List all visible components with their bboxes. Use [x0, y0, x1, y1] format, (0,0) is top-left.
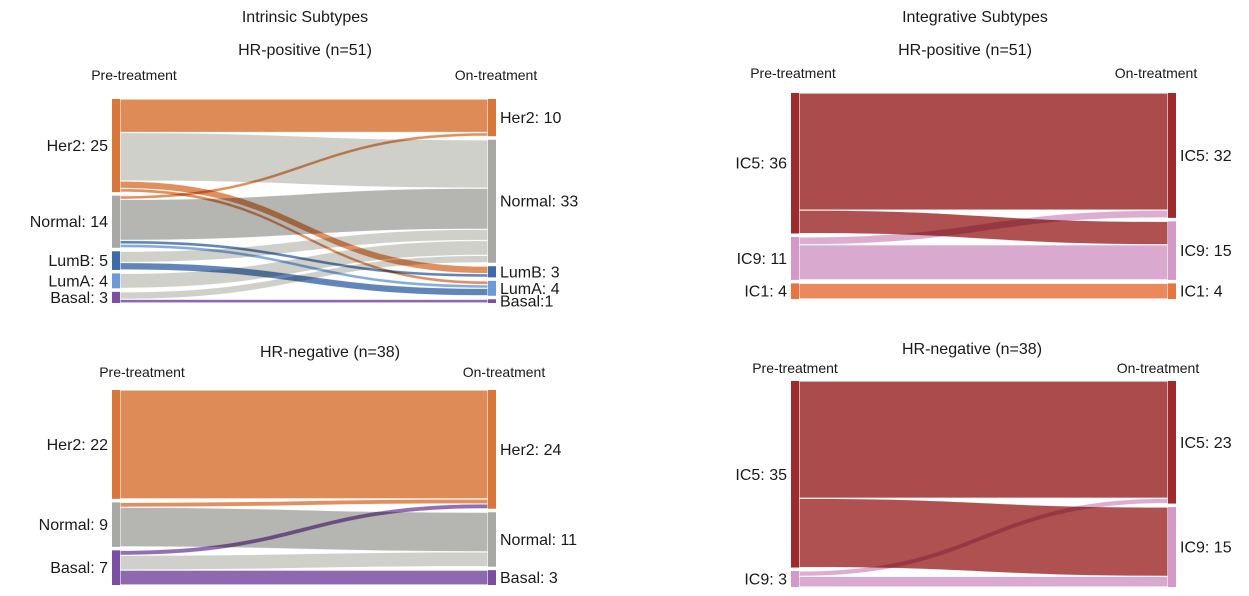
right-node-basal [488, 570, 496, 585]
left-node-label-ic9: IC9: 3 [744, 572, 787, 589]
left-node-label-ic5: IC5: 36 [735, 156, 787, 173]
left-node-label-her2: Her2: 22 [47, 437, 108, 454]
right-node-label-luma: LumA: 4 [500, 281, 560, 298]
flow-ic5-to-ic5 [798, 380, 1169, 499]
right-node-label-basal: Basal: 3 [500, 570, 558, 587]
right-node-label-ic1: IC1: 4 [1180, 284, 1223, 301]
right-node-normal [488, 139, 496, 263]
intrinsic-subtypes-heading: Intrinsic Subtypes [242, 9, 368, 26]
left-node-luma [112, 273, 120, 289]
left-node-label-basal: Basal: 7 [50, 560, 108, 577]
integrative-subtypes-heading: Integrative Subtypes [902, 9, 1048, 26]
right-node-ic5 [1168, 93, 1176, 218]
left-node-basal [112, 291, 120, 303]
left-node-normal [112, 195, 120, 248]
panel-subtitle: HR-negative (n=38) [902, 341, 1042, 358]
left-node-label-ic5: IC5: 35 [735, 467, 787, 484]
integrative-hr-positive-panel: Integrative Subtypes HR-positive (n=51) … [735, 9, 1231, 301]
panel-subtitle: HR-positive (n=51) [238, 42, 372, 59]
flow-basal-to-normal [119, 551, 489, 571]
right-node-label-ic9: IC9: 15 [1180, 243, 1232, 260]
right-node-basal [488, 299, 496, 303]
nodes-group: Her2: 22 Normal: 9 Basal: 7 Her2: 24 Normal:… [39, 390, 577, 587]
right-node-label-ic5: IC5: 32 [1180, 148, 1232, 165]
left-node-ic9 [791, 571, 799, 587]
right-node-label-her2: Her2: 24 [500, 442, 561, 459]
flow-basal-to-her2 [119, 503, 489, 556]
flows-group [798, 92, 1169, 300]
right-node-label-normal: Normal: 33 [500, 194, 578, 211]
left-node-her2 [112, 99, 120, 193]
flow-ic9-to-ic9 [798, 575, 1169, 588]
intrinsic-hr-positive-panel: Intrinsic Subtypes HR-positive (n=51) Pr… [30, 9, 579, 311]
left-node-ic5 [791, 93, 799, 234]
right-node-label-ic5: IC5: 23 [1180, 435, 1232, 452]
right-node-her2 [488, 390, 496, 509]
right-node-label-ic9: IC9: 15 [1180, 540, 1232, 557]
on-treatment-header: On-treatment [455, 67, 538, 83]
right-node-ic1 [1168, 283, 1176, 299]
left-node-label-normal: Normal: 14 [30, 214, 108, 231]
on-treatment-header: On-treatment [1115, 65, 1198, 81]
on-treatment-header: On-treatment [463, 364, 546, 380]
flows-group [798, 380, 1169, 588]
pre-treatment-header: Pre-treatment [99, 364, 185, 380]
right-node-label-basal: Basal:1 [500, 294, 553, 311]
left-node-label-her2: Her2: 25 [47, 138, 108, 155]
left-node-label-luma: LumA: 4 [48, 273, 108, 290]
right-node-luma [488, 280, 496, 296]
left-node-label-lumb: LumB: 5 [48, 253, 108, 270]
right-node-lumb [488, 266, 496, 278]
left-node-label-ic1: IC1: 4 [744, 284, 787, 301]
right-node-label-normal: Normal: 11 [500, 532, 577, 549]
left-node-ic5 [791, 381, 799, 568]
flow-ic5-to-ic5 [798, 92, 1169, 211]
flow-ic9-to-ic9 [798, 244, 1169, 281]
on-treatment-header: On-treatment [1117, 360, 1200, 376]
right-node-ic5 [1168, 381, 1176, 504]
flow-ic9-to-ic5 [798, 209, 1169, 246]
pre-treatment-header: Pre-treatment [750, 65, 836, 81]
intrinsic-hr-negative-panel: HR-negative (n=38) Pre-treatment On-trea… [39, 344, 578, 587]
left-node-ic9 [791, 236, 799, 280]
flow-her2-to-her2 [119, 98, 489, 134]
flows-group [119, 98, 489, 304]
left-node-basal [112, 550, 120, 585]
right-node-label-lumb: LumB: 3 [500, 264, 560, 281]
flows-group [119, 389, 489, 586]
pre-treatment-header: Pre-treatment [752, 360, 838, 376]
left-node-her2 [112, 390, 120, 499]
left-node-label-ic9: IC9: 11 [737, 251, 788, 268]
panel-subtitle: HR-negative (n=38) [260, 344, 400, 361]
panel-subtitle: HR-positive (n=51) [898, 42, 1032, 59]
nodes-group: IC5: 35 IC9: 3 IC5: 23 IC9: 15 [735, 381, 1232, 589]
flow-normal-to-her2 [119, 131, 489, 200]
left-node-normal [112, 502, 120, 547]
flow-ic1-to-ic1 [798, 282, 1169, 300]
flow-her2-to-normal [119, 131, 489, 189]
flow-her2-to-her2 [119, 389, 489, 500]
nodes-group: IC5: 36 IC9: 11 IC1: 4 IC5: 32 IC9: 15 IC1: 4 [735, 93, 1232, 301]
right-node-ic9 [1168, 221, 1176, 280]
left-node-label-normal: Normal: 9 [39, 517, 108, 534]
pre-treatment-header: Pre-treatment [91, 67, 177, 83]
right-node-normal [488, 512, 496, 567]
left-node-lumb [112, 251, 120, 270]
right-node-ic9 [1168, 507, 1176, 587]
integrative-hr-negative-panel: HR-negative (n=38) Pre-treatment On-trea… [735, 341, 1231, 589]
right-node-label-her2: Her2: 10 [500, 110, 561, 127]
left-node-ic1 [791, 283, 799, 299]
flow-basal-to-basal [119, 298, 489, 304]
flow-basal-to-basal [119, 569, 489, 586]
flow-ic9-to-ic5 [798, 497, 1169, 577]
left-node-label-basal: Basal: 3 [50, 290, 108, 307]
right-node-her2 [488, 99, 496, 137]
